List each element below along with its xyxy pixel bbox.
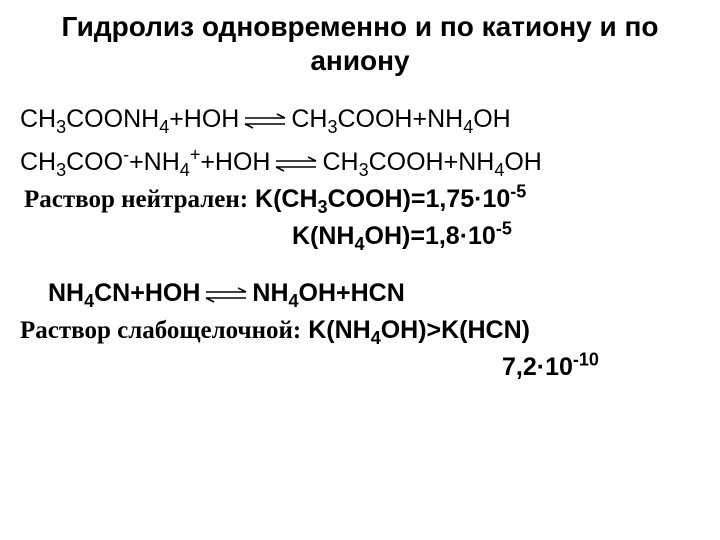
k2-line: K(NH4OH)=1,8·10-5 (292, 222, 700, 251)
eq1-r-oh: OH (473, 105, 511, 133)
eq1-ch: CH (20, 105, 56, 133)
k1-b: COOH)=1,75·10 (328, 185, 511, 213)
weak-label: Раствор слабощелочной: (20, 317, 301, 344)
sub3b: 3 (327, 117, 337, 137)
eq2-r-cooh: COOH+NH (369, 148, 495, 176)
neutral-line: Раствор нейтрален: K(CH3COOH)=1,75·10-5 (24, 185, 700, 214)
sub3e: 3 (318, 197, 328, 217)
title-line-1: Гидролиз одновременно и по катиону и по (61, 11, 658, 42)
eq2-hoh: +HOH (200, 148, 270, 176)
sub4f: 4 (84, 291, 94, 311)
neutral-label: Раствор нейтрален: (24, 186, 248, 213)
eq3-nh: NH (48, 279, 84, 307)
eq2-r-ch: CH (322, 148, 358, 176)
k3-val: 7,2·10 (502, 353, 573, 381)
eq2-coo: COO (66, 148, 123, 176)
equilibrium-arrow-icon (274, 156, 318, 172)
eq3-r-oh: OH+HCN (299, 279, 405, 307)
sub4e: 4 (355, 234, 365, 254)
k2-a: K(NH (292, 222, 355, 250)
sup-m5b: -5 (496, 219, 512, 239)
k3-val-line: 7,2·10-10 (502, 353, 700, 382)
eq3-cn: CN+HOH (94, 279, 200, 307)
sub3c: 3 (56, 160, 66, 180)
k3-b: OH)>K(HCN) (381, 316, 530, 344)
eq1-coonh: COONH (66, 105, 159, 133)
sup-m10: -10 (573, 350, 599, 370)
sub4h: 4 (371, 328, 381, 348)
eq2-r-oh: OH (504, 148, 542, 176)
equilibrium-arrow-icon (243, 113, 287, 129)
sub4g: 4 (289, 291, 299, 311)
sup-plus: + (190, 145, 201, 165)
page-title: Гидролиз одновременно и по катиону и по … (20, 10, 700, 77)
title-line-2: аниону (310, 45, 409, 76)
eq1-r-ch: CH (291, 105, 327, 133)
equation-1: CH3COONH4+HOHCH3COOH+NH4OH (20, 105, 700, 134)
k1-a: K(CH (248, 185, 317, 213)
k3-a: K(NH (301, 316, 370, 344)
equation-3: NH4CN+HOHNH4OH+HCN (48, 279, 700, 308)
sub4c: 4 (180, 160, 190, 180)
sub4d: 4 (494, 160, 504, 180)
sub4b: 4 (463, 117, 473, 137)
sub3d: 3 (359, 160, 369, 180)
equilibrium-arrow-icon (204, 287, 248, 303)
eq3-r-nh: NH (252, 279, 288, 307)
eq2-nh: +NH (129, 148, 180, 176)
eq2-ch: CH (20, 148, 56, 176)
sub3: 3 (56, 117, 66, 137)
weak-line: Раствор слабощелочной: K(NH4OH)>K(HCN) (20, 316, 700, 345)
k2-b: OH)=1,8·10 (365, 222, 496, 250)
eq1-hoh: +HOH (169, 105, 239, 133)
eq1-r-cooh: COOH+NH (337, 105, 463, 133)
equation-2: CH3COO-+NH4++HOHCH3COOH+NH4OH (20, 148, 700, 177)
sub4: 4 (159, 117, 169, 137)
sup-m5a: -5 (510, 182, 526, 202)
